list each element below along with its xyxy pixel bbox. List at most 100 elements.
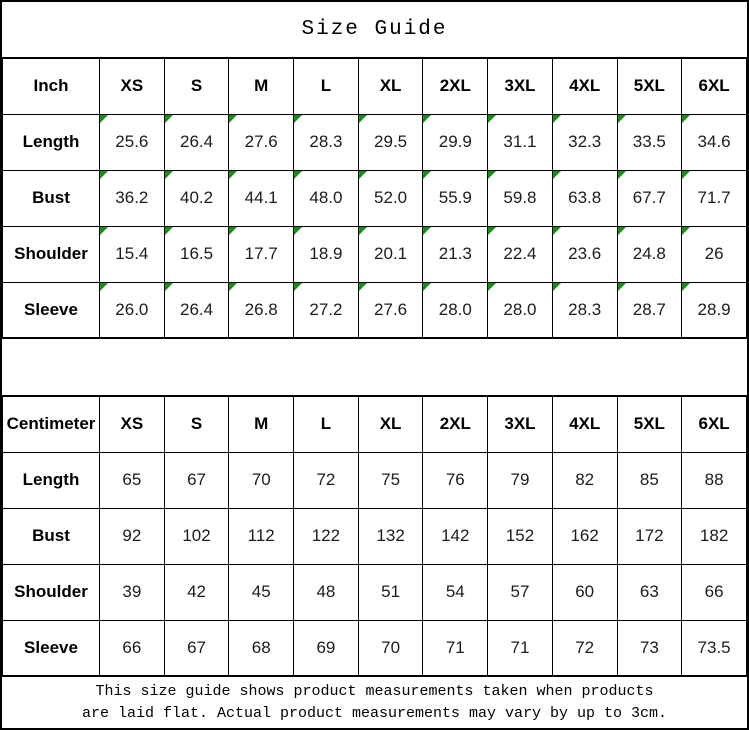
table-row: Shoulder 39 42 45 48 51 54 57 60 63 66: [2, 563, 747, 621]
cell-note-marker: [294, 170, 303, 179]
size-value-cell: 21.3: [422, 225, 489, 283]
size-value-cell: 66: [99, 619, 165, 677]
cell-value: 59.8: [503, 188, 537, 207]
size-value-cell: 59.8: [487, 169, 553, 227]
cell-value: 26.4: [179, 132, 214, 151]
row-label: Shoulder: [2, 563, 100, 621]
cell-note-marker: [100, 282, 108, 291]
cell-note-marker: [229, 170, 238, 179]
cell-note-marker: [294, 226, 303, 235]
size-value-cell: 63: [616, 563, 683, 621]
table-spacer: [2, 339, 747, 395]
size-header-cell: 4XL: [551, 57, 618, 115]
cell-value: 15.4: [115, 244, 149, 263]
cell-note-marker: [100, 226, 108, 235]
cell-value: 18.9: [309, 244, 343, 263]
size-header-cell: 4XL: [551, 395, 618, 453]
cell-value: 48.0: [309, 188, 343, 207]
centimeter-size-table: Centimeter XS S M L XL 2XL 3XL 4XL 5XL 6…: [2, 395, 747, 677]
table-row: Length 65 67 70 72 75 76 79 82 85 88: [2, 451, 747, 509]
cell-value: 21.3: [438, 244, 472, 263]
cell-value: 25.6: [115, 132, 149, 151]
cell-note-marker: [164, 114, 173, 123]
size-value-cell: 48.0: [293, 169, 359, 227]
cell-note-marker: [358, 114, 367, 123]
cell-note-marker: [617, 226, 626, 235]
size-header-cell: 5XL: [616, 395, 683, 453]
size-value-cell: 79: [487, 451, 553, 509]
size-value-cell: 73.5: [681, 619, 747, 677]
cell-note-marker: [552, 114, 561, 123]
size-value-cell: 33.5: [616, 113, 683, 171]
size-value-cell: 88: [681, 451, 747, 509]
cell-value: 17.7: [244, 244, 278, 263]
table-row: Shoulder 15.4 16.5 17.7 18.9 20.1 21.3 2…: [2, 225, 747, 283]
cell-note-marker: [617, 114, 626, 123]
cell-value: 26: [704, 244, 724, 263]
table-row: Bust 92 102 112 122 132 142 152 162 172 …: [2, 507, 747, 565]
cell-note-marker: [358, 282, 367, 291]
row-label: Length: [2, 451, 100, 509]
cell-note-marker: [682, 282, 691, 291]
size-value-cell: 85: [616, 451, 683, 509]
size-value-cell: 15.4: [99, 225, 165, 283]
size-value-cell: 57: [487, 563, 553, 621]
size-value-cell: 132: [357, 507, 424, 565]
size-value-cell: 28.3: [293, 113, 359, 171]
cell-value: 31.1: [503, 132, 537, 151]
size-value-cell: 48: [293, 563, 359, 621]
size-value-cell: 73: [616, 619, 683, 677]
table-row: Sleeve 66 67 68 69 70 71 71 72 73 73.5: [2, 619, 747, 677]
cell-note-marker: [229, 282, 238, 291]
footer-note-line2: are laid flat. Actual product measuremen…: [81, 704, 668, 722]
size-value-cell: 28.0: [422, 281, 489, 339]
size-value-cell: 29.9: [422, 113, 489, 171]
cell-note-marker: [423, 170, 432, 179]
cell-value: 29.5: [374, 132, 408, 151]
size-header-cell: XL: [357, 57, 424, 115]
size-value-cell: 67.7: [616, 169, 683, 227]
size-value-cell: 67: [163, 619, 230, 677]
cell-value: 34.6: [697, 132, 731, 151]
table-row: Length 25.6 26.4 27.6 28.3 29.5 29.9 31.…: [2, 113, 747, 171]
size-value-cell: 24.8: [616, 225, 683, 283]
cell-note-marker: [617, 282, 626, 291]
size-value-cell: 34.6: [681, 113, 747, 171]
table-header-row: Inch XS S M L XL 2XL 3XL 4XL 5XL 6XL: [2, 57, 747, 115]
cell-value: 28.7: [632, 299, 666, 319]
size-value-cell: 40.2: [163, 169, 230, 227]
size-header-cell: 6XL: [681, 57, 747, 115]
cell-value: 44.1: [244, 188, 278, 207]
cell-value: 20.1: [374, 244, 408, 263]
cell-note-marker: [164, 170, 173, 179]
size-value-cell: 31.1: [487, 113, 553, 171]
size-value-cell: 26: [681, 225, 747, 283]
cell-value: 28.3: [309, 132, 343, 151]
size-value-cell: 172: [616, 507, 683, 565]
cell-value: 52.0: [374, 188, 408, 207]
size-value-cell: 39: [99, 563, 165, 621]
size-value-cell: 72: [293, 451, 359, 509]
size-value-cell: 25.6: [99, 113, 165, 171]
size-value-cell: 92: [99, 507, 165, 565]
row-label: Length: [2, 113, 100, 171]
size-value-cell: 182: [681, 507, 747, 565]
cell-value: 24.8: [632, 244, 666, 263]
cell-note-marker: [164, 282, 173, 291]
cell-value: 36.2: [115, 188, 149, 207]
cell-note-marker: [488, 226, 497, 235]
row-label: Sleeve: [2, 619, 100, 677]
table-row: Sleeve 26.0 26.4 26.8 27.2 27.6 28.0 28.…: [2, 281, 747, 339]
size-value-cell: 28.0: [487, 281, 553, 339]
unit-header-centimeter: Centimeter: [2, 395, 100, 453]
size-value-cell: 71: [422, 619, 489, 677]
unit-header-inch: Inch: [2, 57, 100, 115]
size-value-cell: 26.4: [163, 281, 230, 339]
cell-value: 71.7: [697, 188, 731, 207]
row-label: Bust: [2, 507, 100, 565]
cell-note-marker: [552, 282, 561, 291]
cell-note-marker: [423, 114, 432, 123]
size-value-cell: 122: [293, 507, 359, 565]
size-value-cell: 28.7: [616, 281, 683, 339]
cell-value: 22.4: [503, 244, 537, 263]
